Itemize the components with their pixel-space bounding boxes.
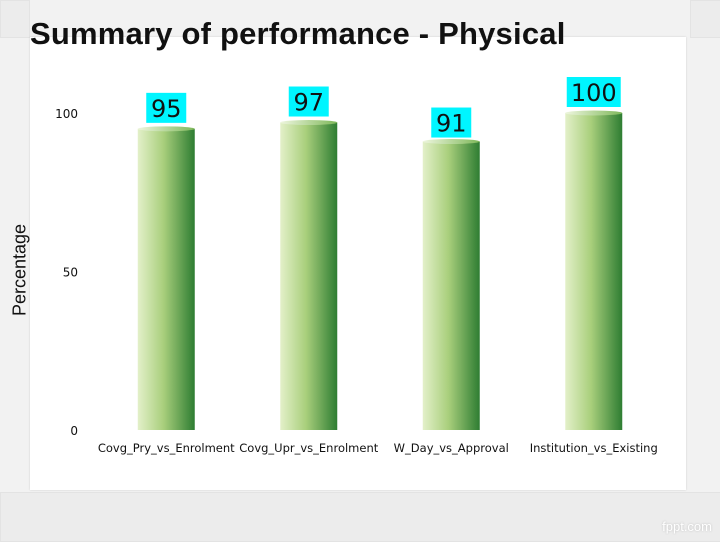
bar	[565, 113, 623, 430]
background-tile	[690, 0, 720, 38]
data-label-box	[431, 107, 472, 138]
bar-top	[137, 126, 195, 132]
x-tick-label: Covg_Upr_vs_Enrolment	[239, 441, 378, 455]
bar	[422, 141, 480, 430]
data-label: 95	[151, 95, 182, 123]
bar-top	[422, 139, 480, 145]
y-tick-label: 50	[63, 266, 78, 280]
slide-title: Summary of performance - Physical	[30, 16, 566, 51]
bar-top	[280, 120, 338, 126]
bar-top	[565, 110, 623, 116]
watermark: fppt.com	[662, 519, 712, 534]
data-label-box	[288, 86, 329, 117]
y-tick-label: 100	[55, 107, 78, 121]
data-label: 91	[436, 110, 467, 138]
data-label-box	[146, 92, 187, 123]
bar	[280, 122, 338, 430]
x-tick-label: W_Day_vs_Approval	[394, 441, 509, 455]
x-tick-label: Institution_vs_Existing	[530, 441, 658, 455]
background-tile	[0, 0, 30, 38]
data-label: 97	[293, 89, 324, 117]
x-tick-label: Covg_Pry_vs_Enrolment	[98, 441, 235, 455]
bar	[137, 128, 195, 430]
background-tile	[0, 492, 720, 542]
data-label: 100	[571, 79, 617, 107]
data-label-box	[566, 77, 621, 107]
y-tick-label: 0	[70, 424, 78, 438]
